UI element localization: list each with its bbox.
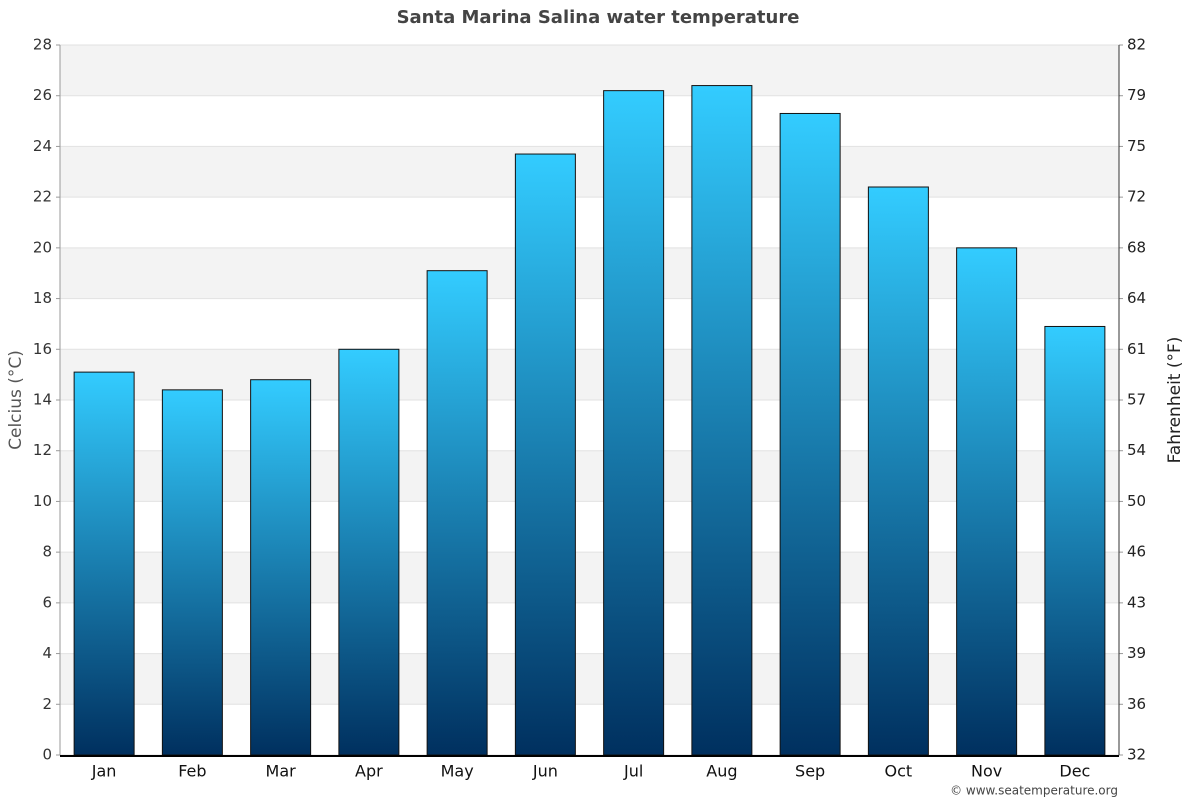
grid-band <box>60 552 1119 603</box>
bar <box>691 85 753 756</box>
bar <box>867 186 929 756</box>
y2-tick-label: 57 <box>1127 391 1146 409</box>
bar <box>1044 325 1106 756</box>
y2-tick-label: 68 <box>1127 238 1146 256</box>
y-tick-label: 4 <box>42 644 52 662</box>
y2-tick-label: 43 <box>1127 593 1146 611</box>
y2-tick-label: 79 <box>1127 86 1146 104</box>
y2-tick-label: 54 <box>1127 441 1146 459</box>
x-tick-label: Oct <box>885 762 913 781</box>
x-tick-label: Jun <box>532 762 558 781</box>
bar <box>603 90 665 756</box>
y-tick-label: 12 <box>33 441 52 459</box>
y2-tick-label: 32 <box>1127 746 1146 764</box>
x-tick-label: Apr <box>355 762 383 781</box>
x-tick-label: Jul <box>623 762 643 781</box>
x-tick-label: Mar <box>266 762 297 781</box>
x-tick-label: Jan <box>91 762 117 781</box>
y2-tick-label: 82 <box>1127 36 1146 54</box>
y-tick-label: 8 <box>42 543 52 561</box>
y2-tick-label: 50 <box>1127 492 1146 510</box>
y-tick-label: 6 <box>42 593 52 611</box>
x-tick-label: Nov <box>971 762 1002 781</box>
bar <box>161 389 223 756</box>
y-tick-label: 18 <box>33 289 52 307</box>
bar <box>514 153 576 756</box>
y-tick-label: 2 <box>42 695 52 713</box>
x-tick-label: May <box>441 762 474 781</box>
y2-tick-label: 64 <box>1127 289 1146 307</box>
chart-title: Santa Marina Salina water temperature <box>397 7 800 28</box>
credit: © www.seatemperature.org <box>950 784 1118 798</box>
bar <box>956 247 1018 756</box>
x-tick-label: Sep <box>795 762 825 781</box>
grid-band <box>60 450 1119 502</box>
y2-tick-label: 72 <box>1127 188 1146 206</box>
y2-tick-label: 46 <box>1127 543 1146 561</box>
y2-tick-label: 61 <box>1127 340 1146 358</box>
grid-band <box>60 146 1119 198</box>
bar <box>426 270 488 756</box>
y2-tick-label: 75 <box>1127 137 1146 155</box>
y-axis-label: Celcius (°C) <box>6 350 26 450</box>
bar <box>73 371 135 756</box>
y-tick-label: 22 <box>33 188 52 206</box>
grid-band <box>60 45 1119 96</box>
x-tick-label: Feb <box>178 762 206 781</box>
y-tick-label: 10 <box>33 492 52 510</box>
y-tick-label: 20 <box>33 238 52 256</box>
y2-tick-label: 36 <box>1127 695 1146 713</box>
bar <box>250 379 312 756</box>
grid-band <box>60 349 1119 400</box>
y-tick-label: 28 <box>33 36 52 54</box>
y-tick-label: 16 <box>33 340 52 358</box>
y-tick-label: 14 <box>33 391 52 409</box>
grid-band <box>60 653 1119 705</box>
bar <box>338 348 400 756</box>
x-tick-label: Aug <box>706 762 737 781</box>
y2-axis-label: Fahrenheit (°F) <box>1165 337 1185 464</box>
y-tick-label: 24 <box>33 137 52 155</box>
y2-tick-label: 39 <box>1127 644 1146 662</box>
x-tick-label: Dec <box>1059 762 1090 781</box>
y-tick-label: 26 <box>33 86 52 104</box>
bar <box>779 112 841 756</box>
y-tick-label: 0 <box>42 746 52 764</box>
grid-band <box>60 247 1119 299</box>
